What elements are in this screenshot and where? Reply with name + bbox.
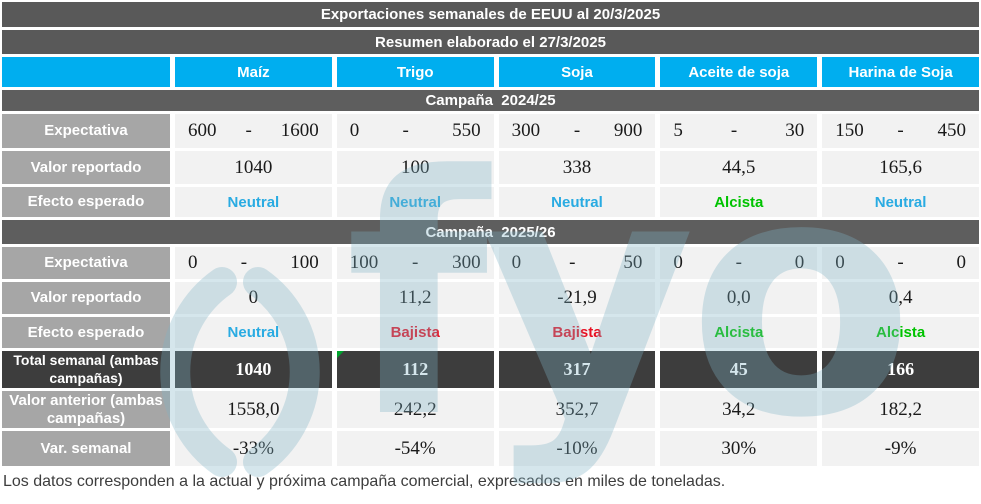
column-header-aceite: Aceite de soja	[660, 57, 818, 87]
valor-anterior-cell: 1558,0	[175, 391, 332, 428]
range-max: 100	[290, 252, 319, 273]
valor-reportado-cell: 0,4	[822, 282, 979, 314]
valor-anterior-cell: 242,2	[336, 391, 494, 428]
report-subtitle: Resumen elaborado el 27/3/2025	[2, 30, 979, 54]
section-header-campana-2025-26: Campaña 2025/26	[2, 220, 979, 244]
range-max: 50	[623, 252, 643, 273]
row-label-total-semanal: Total semanal (ambas campañas)	[2, 351, 170, 388]
expectativa-cell: 0 - 100	[175, 247, 332, 279]
range-min: 600	[188, 120, 217, 141]
total-semanal-cell: 166	[822, 351, 979, 388]
expectativa-cell: 0 - 50	[498, 247, 656, 279]
valor-reportado-cell: 0	[175, 282, 332, 314]
range-dash: -	[573, 120, 581, 141]
column-header-maiz: Maíz	[175, 57, 332, 87]
range-max: 450	[937, 120, 966, 141]
expectativa-cell: 300 - 900	[498, 114, 656, 148]
range-dash: -	[245, 120, 252, 141]
column-header-soja: Soja	[498, 57, 656, 87]
row-label-valor-reportado: Valor reportado	[2, 282, 170, 314]
range-min: 300	[511, 120, 541, 141]
row-label-valor-anterior: Valor anterior (ambas campañas)	[2, 391, 170, 428]
range-max: 0	[794, 252, 805, 273]
column-header-trigo: Trigo	[336, 57, 494, 87]
expectativa-cell: 600 - 1600	[175, 114, 332, 148]
var-semanal-cell: -9%	[822, 431, 979, 466]
range-max: 0	[956, 252, 966, 273]
expectativa-cell: 0 - 0	[660, 247, 818, 279]
efecto-cell: Alcista	[822, 317, 979, 348]
green-corner-flag-icon	[336, 351, 344, 358]
valor-anterior-cell: 182,2	[822, 391, 979, 428]
valor-reportado-cell: -21,9	[498, 282, 656, 314]
range-dash: -	[240, 252, 248, 273]
range-dash: -	[569, 252, 576, 273]
total-semanal-cell: 317	[498, 351, 656, 388]
efecto-cell: Alcista	[660, 317, 818, 348]
range-min: 0	[511, 252, 522, 273]
var-semanal-cell: 30%	[660, 431, 818, 466]
row-label-var-semanal: Var. semanal	[2, 431, 170, 466]
range-min: 150	[835, 120, 864, 141]
range-dash: -	[412, 252, 419, 273]
expectativa-cell: 100 - 300	[336, 247, 494, 279]
range-min: 0	[188, 252, 198, 273]
valor-reportado-cell: 100	[336, 151, 494, 184]
valor-anterior-cell: 34,2	[660, 391, 818, 428]
range-min: 0	[349, 120, 360, 141]
total-semanal-cell: 112	[336, 351, 494, 388]
corner-cell	[2, 57, 170, 87]
valor-reportado-cell: 0,0	[660, 282, 818, 314]
expectativa-cell: 150 - 450	[822, 114, 979, 148]
valor-anterior-cell: 352,7	[498, 391, 656, 428]
total-semanal-cell: 45	[660, 351, 818, 388]
column-header-harina: Harina de Soja	[822, 57, 979, 87]
range-max: 300	[452, 252, 481, 273]
efecto-cell: Bajista	[498, 317, 656, 348]
row-label-valor-reportado: Valor reportado	[2, 151, 170, 184]
efecto-cell: Neutral	[175, 317, 332, 348]
valor-reportado-cell: 11,2	[336, 282, 494, 314]
expectativa-cell: 0 - 550	[336, 114, 494, 148]
valor-reportado-cell: 44,5	[660, 151, 818, 184]
valor-reportado-cell: 1040	[175, 151, 332, 184]
range-min: 5	[673, 120, 683, 141]
range-dash: -	[897, 252, 904, 273]
valor-reportado-cell: 338	[498, 151, 656, 184]
efecto-cell: Bajista	[336, 317, 494, 348]
row-label-efecto-esperado: Efecto esperado	[2, 187, 170, 217]
range-min: 0	[835, 252, 845, 273]
range-dash: -	[402, 120, 409, 141]
row-label-expectativa: Expectativa	[2, 247, 170, 279]
var-semanal-cell: -10%	[498, 431, 656, 466]
range-min: 100	[349, 252, 379, 273]
footnote: Los datos corresponden a la actual y pró…	[3, 473, 726, 490]
range-max: 1600	[280, 120, 319, 141]
efecto-cell: Alcista	[660, 187, 818, 217]
expectativa-cell: 5 - 30	[660, 114, 818, 148]
total-value: 112	[402, 359, 429, 379]
range-max: 550	[452, 120, 481, 141]
efecto-cell: Neutral	[175, 187, 332, 217]
row-label-efecto-esperado: Efecto esperado	[2, 317, 170, 348]
range-dash: -	[897, 120, 904, 141]
expectativa-cell: 0 - 0	[822, 247, 979, 279]
efecto-cell: Neutral	[498, 187, 656, 217]
section-header-campana-2024-25: Campaña 2024/25	[2, 90, 979, 111]
range-max: 900	[613, 120, 643, 141]
total-semanal-cell: 1040	[175, 351, 332, 388]
valor-reportado-cell: 165,6	[822, 151, 979, 184]
range-dash: -	[730, 120, 738, 141]
efecto-cell: Neutral	[336, 187, 494, 217]
row-label-expectativa: Expectativa	[2, 114, 170, 148]
efecto-cell: Neutral	[822, 187, 979, 217]
var-semanal-cell: -33%	[175, 431, 332, 466]
range-min: 0	[673, 252, 683, 273]
var-semanal-cell: -54%	[336, 431, 494, 466]
range-dash: -	[735, 252, 742, 273]
exports-table: Exportaciones semanales de EEUU al 20/3/…	[2, 2, 979, 466]
report-title: Exportaciones semanales de EEUU al 20/3/…	[2, 2, 979, 27]
range-max: 30	[785, 120, 805, 141]
